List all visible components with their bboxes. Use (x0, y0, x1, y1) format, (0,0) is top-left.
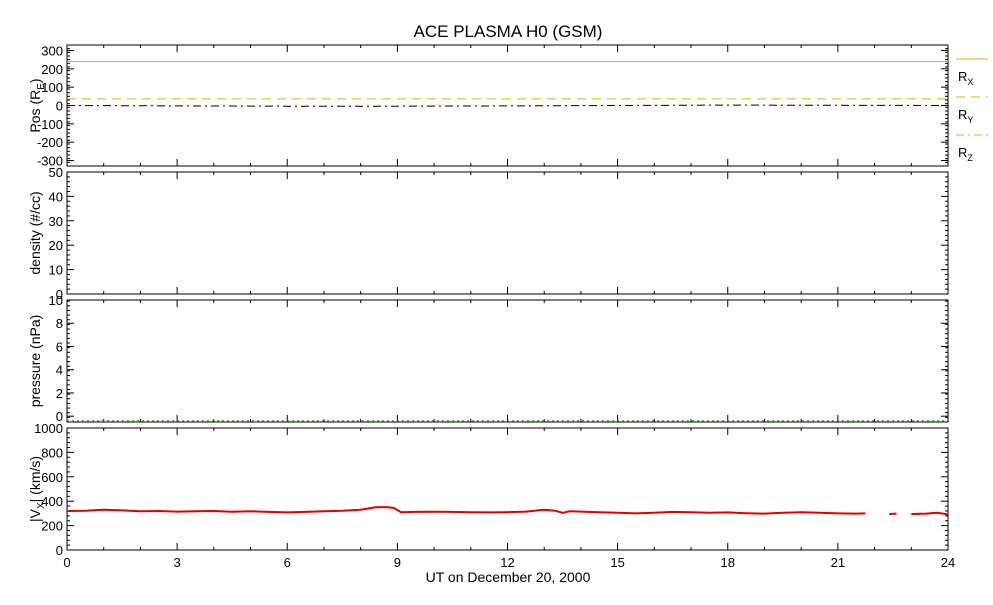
panel-series-group (67, 507, 948, 514)
x-tick-label: 3 (174, 555, 181, 570)
panel-frame (67, 428, 948, 550)
y-tick-label: 600 (41, 470, 63, 485)
y-tick-label: -200 (37, 135, 63, 150)
legend-label-ry: RY (958, 107, 973, 125)
legend-label-subscript: Y (967, 115, 973, 125)
y-axis-label: pressure (nPa) (27, 315, 43, 408)
y-axis-label-text: pressure (nPa) (27, 315, 43, 408)
y-axis-label: |VX| (km/s) (27, 456, 47, 522)
y-tick-label: 0 (56, 543, 63, 558)
y-tick-label: 6 (56, 339, 63, 354)
panel-series-group (67, 62, 948, 107)
legend-label-base: R (958, 145, 967, 160)
y-tick-label: 0 (56, 99, 63, 114)
series-vx-c (911, 513, 948, 515)
x-tick-label: 0 (63, 555, 70, 570)
panel-frame (67, 300, 948, 422)
y-tick-label: 10 (49, 293, 63, 308)
legend-label-base: R (958, 69, 967, 84)
y-axis-label-close: | (km/s) (27, 456, 43, 502)
y-tick-label: 20 (49, 238, 63, 253)
x-tick-label: 21 (831, 555, 845, 570)
y-tick-label: 8 (56, 316, 63, 331)
legend-label-rx: RX (958, 69, 973, 87)
y-tick-label: 800 (41, 445, 63, 460)
y-tick-label: 10 (49, 263, 63, 278)
x-tick-label: 9 (394, 555, 401, 570)
y-tick-label: 2 (56, 386, 63, 401)
legend-label-subscript: X (967, 77, 973, 87)
x-tick-label: 12 (500, 555, 514, 570)
y-tick-label: 200 (41, 62, 63, 77)
x-tick-label: 15 (610, 555, 624, 570)
y-tick-label: 30 (49, 214, 63, 229)
y-tick-label: 40 (49, 189, 63, 204)
y-axis-label-text: Pos (R (27, 90, 43, 133)
y-tick-label: 300 (41, 44, 63, 59)
y-tick-label: 1000 (34, 421, 63, 436)
legend-label-rz: RZ (958, 145, 973, 163)
series-rz (67, 105, 948, 106)
y-axis-label-close: ) (27, 78, 43, 83)
legend-label-base: R (958, 107, 967, 122)
y-axis-label-text: |V (27, 508, 43, 522)
y-axis-label: density (#/cc) (27, 191, 43, 274)
x-tick-label: 18 (721, 555, 735, 570)
x-tick-label: 6 (284, 555, 291, 570)
y-tick-label: 200 (41, 519, 63, 534)
y-tick-label: 4 (56, 363, 63, 378)
panel-frame (67, 172, 948, 294)
series-vx (67, 507, 865, 513)
y-axis-label-text: density (#/cc) (27, 191, 43, 274)
x-tick-label: 24 (941, 555, 955, 570)
y-tick-label: 50 (49, 165, 63, 180)
x-axis-label: UT on December 20, 2000 (426, 569, 591, 585)
legend-label-subscript: Z (967, 153, 973, 163)
chart-title: ACE PLASMA H0 (GSM) (414, 22, 603, 41)
